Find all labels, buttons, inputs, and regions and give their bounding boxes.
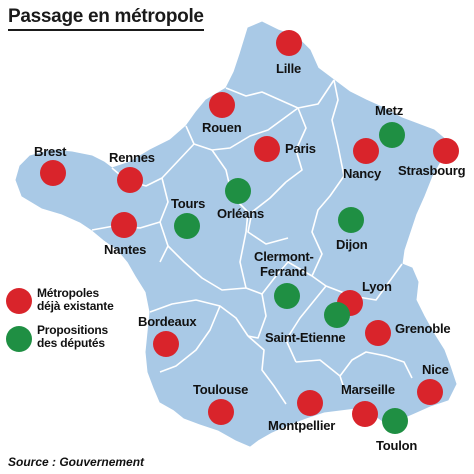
label-paris: Paris [285,141,316,156]
marker-nancy[interactable] [353,138,379,164]
label-rouen: Rouen [202,120,242,135]
label-marseille: Marseille [341,382,395,397]
marker-lille[interactable] [276,30,302,56]
marker-rouen[interactable] [209,92,235,118]
label-toulon: Toulon [376,438,418,453]
marker-clermont-ferrand[interactable] [274,283,300,309]
marker-brest[interactable] [40,160,66,186]
legend-existing-dot [6,288,32,314]
marker-nice[interactable] [417,379,443,405]
label-clermont-ferrand-line2: Ferrand [260,264,308,279]
label-rennes: Rennes [109,150,155,165]
label-nantes: Nantes [104,242,147,257]
label-toulouse: Toulouse [193,382,249,397]
label-clermont-ferrand-line1: Clermont- [254,249,314,264]
marker-orleans[interactable] [225,178,251,204]
label-tours: Tours [171,196,206,211]
label-lyon: Lyon [362,279,392,294]
legend-existing-line1: Métropoles [37,286,100,300]
label-dijon: Dijon [336,237,368,252]
marker-grenoble[interactable] [365,320,391,346]
label-metz: Metz [375,103,404,118]
label-orleans: Orléans [217,206,265,221]
label-bordeaux: Bordeaux [138,314,197,329]
legend-proposed-line1: Propositions [37,323,108,337]
marker-tours[interactable] [174,213,200,239]
marker-rennes[interactable] [117,167,143,193]
marker-montpellier[interactable] [297,390,323,416]
marker-dijon[interactable] [338,207,364,233]
marker-metz[interactable] [379,122,405,148]
marker-bordeaux[interactable] [153,331,179,357]
label-lille: Lille [276,61,302,76]
label-strasbourg: Strasbourg [398,163,466,178]
legend-proposed-dot [6,326,32,352]
marker-nantes[interactable] [111,212,137,238]
marker-marseille[interactable] [352,401,378,427]
marker-toulon[interactable] [382,408,408,434]
marker-strasbourg[interactable] [433,138,459,164]
map-title: Passage en métropole [8,6,204,31]
label-nancy: Nancy [343,166,382,181]
legend-existing-line2: déjà existante [37,299,114,313]
source-note: Source : Gouvernement [8,455,145,469]
label-brest: Brest [34,144,67,159]
label-saint-etienne: Saint-Etienne [265,330,346,345]
region-borders [91,79,413,405]
marker-toulouse[interactable] [208,399,234,425]
marker-saint-etienne[interactable] [324,302,350,328]
label-grenoble: Grenoble [395,321,451,336]
legend-proposed-line2: des députés [37,336,105,350]
label-nice: Nice [422,362,449,377]
marker-paris[interactable] [254,136,280,162]
label-montpellier: Montpellier [268,418,336,433]
